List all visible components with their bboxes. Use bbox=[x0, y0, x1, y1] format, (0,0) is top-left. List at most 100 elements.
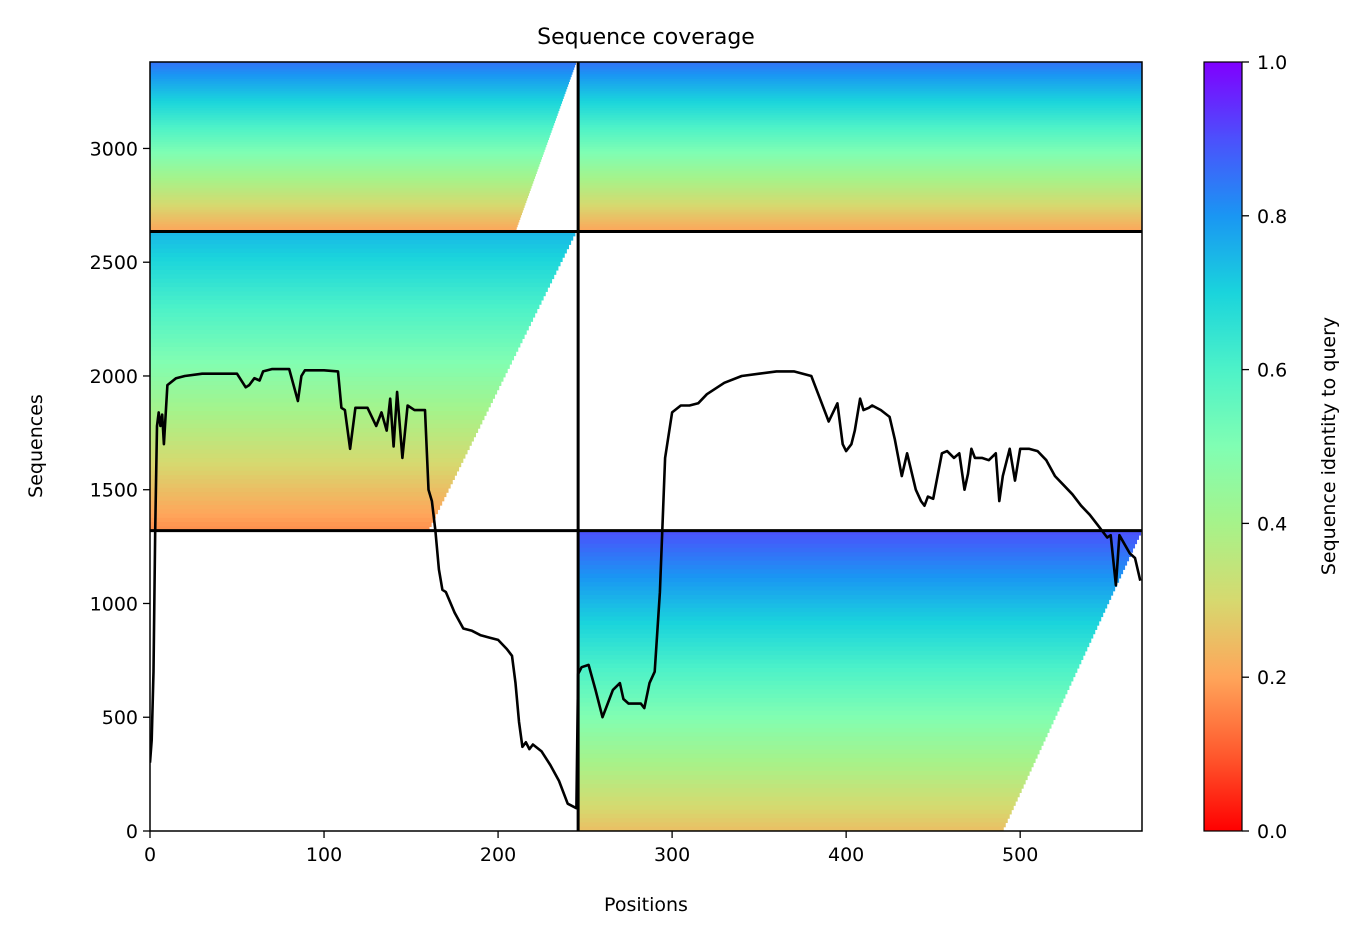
coverage-strip bbox=[150, 428, 479, 433]
coverage-strip bbox=[150, 500, 443, 506]
coverage-strip bbox=[578, 185, 1142, 189]
coverage-strip bbox=[578, 543, 1136, 549]
coverage-strip bbox=[578, 127, 1142, 131]
coverage-strip bbox=[578, 103, 1142, 107]
coverage-strip bbox=[578, 108, 1142, 112]
coverage-strip bbox=[150, 376, 504, 382]
coverage-strip bbox=[578, 796, 1018, 802]
x-tick-label: 400 bbox=[828, 844, 864, 866]
coverage-strip bbox=[150, 224, 518, 228]
coverage-strip bbox=[578, 202, 1142, 206]
coverage-strip bbox=[150, 338, 523, 344]
coverage-strip bbox=[578, 110, 1142, 114]
x-axis-label: Positions bbox=[604, 894, 688, 916]
coverage-strip bbox=[578, 616, 1102, 622]
coverage-strip bbox=[578, 166, 1142, 170]
coverage-strip bbox=[150, 216, 521, 220]
coverage-strip bbox=[578, 76, 1142, 80]
coverage-strip bbox=[150, 156, 543, 160]
coverage-strip bbox=[578, 88, 1142, 92]
coverage-strip bbox=[150, 363, 510, 369]
coverage-strip bbox=[578, 753, 1038, 759]
y-axis-label: Sequences bbox=[25, 394, 47, 498]
coverage-strip bbox=[578, 723, 1052, 729]
coverage-strip bbox=[150, 261, 561, 267]
coverage-strip bbox=[578, 702, 1062, 708]
coverage-strip bbox=[150, 204, 525, 208]
coverage-strip bbox=[578, 129, 1142, 133]
coverage-strip bbox=[578, 698, 1064, 703]
x-tick-label: 300 bbox=[654, 844, 690, 866]
coverage-strip bbox=[578, 124, 1142, 128]
coverage-strip bbox=[578, 120, 1142, 124]
colorbar-tick-label: 1.0 bbox=[1257, 52, 1287, 74]
coverage-strip bbox=[150, 453, 466, 459]
coverage-strip bbox=[150, 526, 430, 532]
coverage-strip bbox=[578, 732, 1048, 738]
coverage-strip bbox=[150, 393, 496, 399]
coverage-strip bbox=[578, 226, 1142, 230]
coverage-strip bbox=[578, 204, 1142, 208]
coverage-strip bbox=[578, 139, 1142, 143]
coverage-strip bbox=[578, 209, 1142, 213]
coverage-strip bbox=[150, 231, 576, 237]
coverage-strip bbox=[150, 248, 567, 254]
coverage-strip bbox=[578, 822, 1006, 828]
coverage-strip bbox=[578, 740, 1044, 746]
coverage-strip bbox=[578, 91, 1142, 95]
x-tick-label: 0 bbox=[144, 844, 156, 866]
coverage-strip bbox=[150, 308, 538, 314]
coverage-strip bbox=[578, 200, 1142, 204]
coverage-strip bbox=[150, 513, 436, 519]
coverage-strip bbox=[150, 120, 556, 124]
coverage-strip bbox=[150, 64, 576, 68]
coverage-strip bbox=[578, 745, 1042, 751]
coverage-strip bbox=[578, 659, 1082, 665]
coverage-strip bbox=[150, 66, 575, 70]
coverage-strip bbox=[150, 154, 543, 158]
coverage-strip bbox=[150, 346, 519, 352]
coverage-strip bbox=[578, 197, 1142, 201]
coverage-strip bbox=[578, 183, 1142, 187]
coverage-strip bbox=[578, 762, 1034, 768]
coverage-strip bbox=[150, 195, 529, 199]
coverage-strip bbox=[150, 299, 542, 305]
coverage-strip bbox=[578, 134, 1142, 138]
coverage-strip bbox=[578, 168, 1142, 172]
coverage-strip bbox=[578, 706, 1060, 712]
coverage-strip bbox=[150, 278, 553, 284]
coverage-strip bbox=[578, 214, 1142, 218]
coverage-strip bbox=[578, 95, 1142, 99]
coverage-strip bbox=[578, 547, 1134, 553]
coverage-strip bbox=[578, 629, 1096, 635]
coverage-strip bbox=[578, 642, 1090, 648]
coverage-strip bbox=[150, 381, 502, 386]
coverage-strip bbox=[150, 183, 533, 187]
coverage-strip bbox=[150, 149, 545, 153]
coverage-strip bbox=[150, 112, 558, 116]
coverage-strip bbox=[578, 577, 1120, 583]
coverage-strip bbox=[150, 257, 563, 263]
coverage-strip bbox=[150, 316, 534, 322]
coverage-strip bbox=[578, 719, 1054, 725]
coverage-strip bbox=[578, 69, 1142, 73]
coverage-strip bbox=[150, 168, 538, 172]
y-tick-label: 2500 bbox=[90, 252, 138, 274]
coverage-strip bbox=[578, 192, 1142, 196]
coverage-strip bbox=[150, 226, 517, 230]
y-tick-label: 2000 bbox=[90, 366, 138, 388]
coverage-strip bbox=[578, 149, 1142, 153]
coverage-block-2 bbox=[578, 62, 1142, 233]
coverage-strip bbox=[150, 419, 483, 425]
coverage-strip bbox=[150, 74, 572, 78]
coverage-strip bbox=[578, 607, 1106, 613]
coverage-strip bbox=[150, 436, 474, 442]
coverage-strip bbox=[578, 672, 1076, 678]
coverage-strip bbox=[578, 137, 1142, 141]
coverage-strip bbox=[150, 321, 531, 327]
coverage-strip bbox=[578, 216, 1142, 220]
coverage-strip bbox=[150, 175, 536, 179]
coverage-strip bbox=[578, 650, 1086, 656]
